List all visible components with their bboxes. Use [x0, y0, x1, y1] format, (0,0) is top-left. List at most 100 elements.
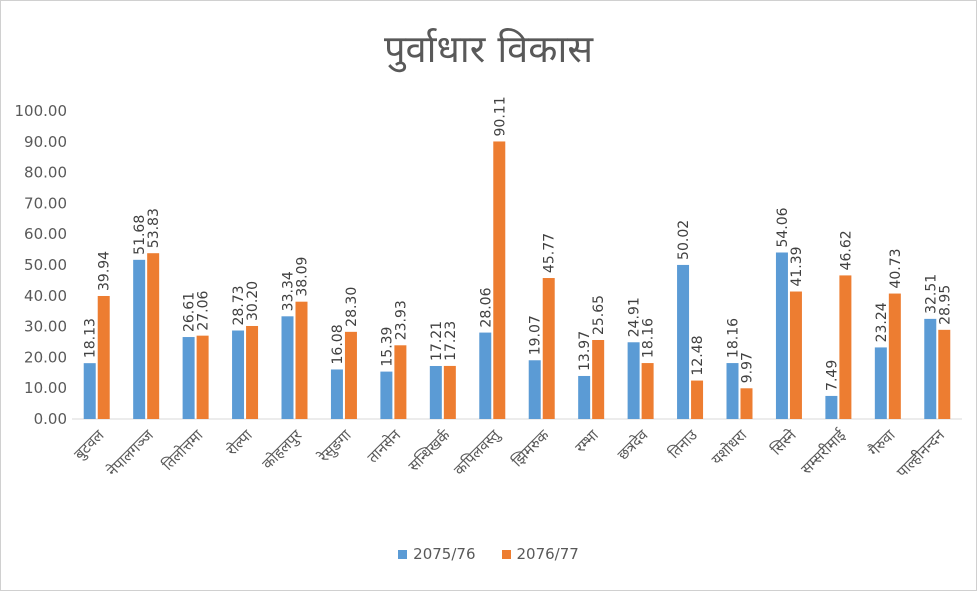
y-tick-label: 60.00 — [24, 225, 67, 243]
x-category-label: रम्भा — [572, 425, 603, 456]
data-label: 40.73 — [888, 248, 904, 288]
data-label: 28.73 — [231, 285, 247, 325]
data-label: 28.06 — [478, 287, 494, 327]
y-tick-label: 100.00 — [15, 102, 68, 120]
x-category-label: रोल्पा — [223, 425, 257, 459]
bar-series-1 — [380, 371, 393, 419]
bar-series-1 — [281, 316, 294, 419]
x-category-label: रेसुङगा — [314, 425, 356, 467]
data-label: 24.91 — [627, 297, 643, 337]
data-label: 32.51 — [923, 274, 939, 314]
data-label: 39.94 — [97, 251, 113, 291]
bar-series-2 — [443, 365, 456, 419]
legend-swatch-series-2 — [501, 549, 511, 559]
data-label: 25.65 — [591, 295, 607, 335]
bar-series-2 — [394, 345, 407, 419]
bar-series-2 — [740, 388, 753, 419]
bar-series-2 — [147, 253, 160, 419]
bar-series-2 — [641, 363, 654, 419]
data-label: 12.48 — [690, 335, 706, 375]
legend-label-series-2: 2076/77 — [516, 545, 579, 563]
x-category-label: तिलोत्तमा — [159, 425, 208, 474]
y-tick-label: 90.00 — [24, 133, 67, 151]
bar-series-2 — [888, 293, 901, 419]
chart-title: पुर्वाधार विकास — [383, 27, 594, 71]
bar-series-1 — [677, 264, 690, 419]
data-label: 23.24 — [874, 302, 890, 342]
legend-item-series-2: 2076/77 — [501, 545, 579, 563]
data-label: 53.83 — [146, 208, 162, 248]
bar-series-2 — [97, 295, 110, 419]
data-label: 18.16 — [641, 318, 657, 358]
x-category-label: सिस्ने — [767, 426, 800, 459]
x-category-label: यशोधरा — [708, 425, 751, 468]
data-label: 19.07 — [528, 315, 544, 355]
data-label: 54.06 — [775, 207, 791, 247]
bar-series-1 — [528, 360, 541, 419]
legend-swatch-series-1 — [398, 549, 408, 559]
data-label: 9.97 — [740, 352, 756, 383]
bar-series-2 — [542, 278, 555, 419]
bar-series-1 — [133, 259, 146, 419]
bar-series-2 — [246, 325, 259, 419]
data-label: 28.95 — [937, 285, 953, 325]
y-axis-ticks: 0.00 10.00 20.00 30.00 40.00 50.00 60.00 70.00 8… — [15, 102, 68, 428]
data-label: 46.62 — [838, 230, 854, 270]
data-label: 18.13 — [83, 318, 99, 358]
y-tick-label: 0.00 — [34, 410, 67, 428]
data-label: 38.09 — [295, 257, 311, 297]
data-label: 23.93 — [393, 300, 409, 340]
data-label: 17.23 — [443, 321, 459, 361]
x-category-label: छत्रदेव — [614, 426, 652, 464]
bar-series-2 — [938, 329, 951, 419]
y-tick-label: 80.00 — [24, 164, 67, 182]
y-tick-label: 10.00 — [24, 379, 67, 397]
legend: 2075/76 2076/77 — [0, 545, 977, 563]
bar-series-1 — [578, 375, 591, 419]
data-label: 17.21 — [429, 321, 445, 361]
x-category-label: गैरुवा — [865, 425, 899, 459]
bar-series-1 — [429, 365, 442, 419]
y-tick-label: 20.00 — [24, 348, 67, 366]
bars — [83, 141, 951, 420]
bar-series-1 — [775, 252, 788, 419]
y-tick-label: 50.00 — [24, 256, 67, 274]
legend-label-series-1: 2075/76 — [413, 545, 476, 563]
y-tick-label: 70.00 — [24, 194, 67, 212]
bar-series-1 — [924, 318, 937, 419]
bar-series-1 — [479, 332, 492, 419]
bar-series-2 — [295, 301, 308, 419]
data-label: 51.68 — [132, 215, 148, 255]
data-label: 15.39 — [379, 327, 395, 367]
data-label: 18.16 — [726, 318, 742, 358]
bar-series-1 — [232, 330, 245, 419]
bar-series-2 — [839, 275, 852, 419]
bar-series-2 — [592, 339, 605, 419]
data-label: 33.34 — [281, 271, 297, 311]
legend-item-series-1: 2075/76 — [398, 545, 476, 563]
x-category-label: सम्सरीमाई — [797, 425, 850, 478]
data-label: 50.02 — [676, 220, 692, 260]
bar-series-1 — [726, 363, 739, 419]
x-category-label: नेपालगञ्ज — [103, 425, 157, 479]
data-label: 30.20 — [245, 281, 261, 321]
bar-series-1 — [627, 342, 640, 419]
data-label: 27.06 — [196, 290, 212, 330]
data-label: 90.11 — [492, 96, 508, 136]
x-category-label: पाल्हीनन्दन — [893, 426, 949, 482]
bar-series-2 — [344, 331, 357, 419]
x-category-label: झिमरुक — [508, 426, 553, 471]
data-label: 13.97 — [577, 331, 593, 371]
data-label: 26.61 — [182, 292, 198, 332]
x-category-label: कपिलवस्तु — [450, 425, 504, 479]
bar-series-1 — [874, 347, 887, 419]
bar-series-1 — [182, 337, 195, 419]
x-category-label: कोहलपुर — [259, 425, 307, 473]
y-tick-label: 40.00 — [24, 287, 67, 305]
x-category-label: तानसेन — [364, 426, 405, 467]
bar-series-1 — [83, 363, 96, 419]
